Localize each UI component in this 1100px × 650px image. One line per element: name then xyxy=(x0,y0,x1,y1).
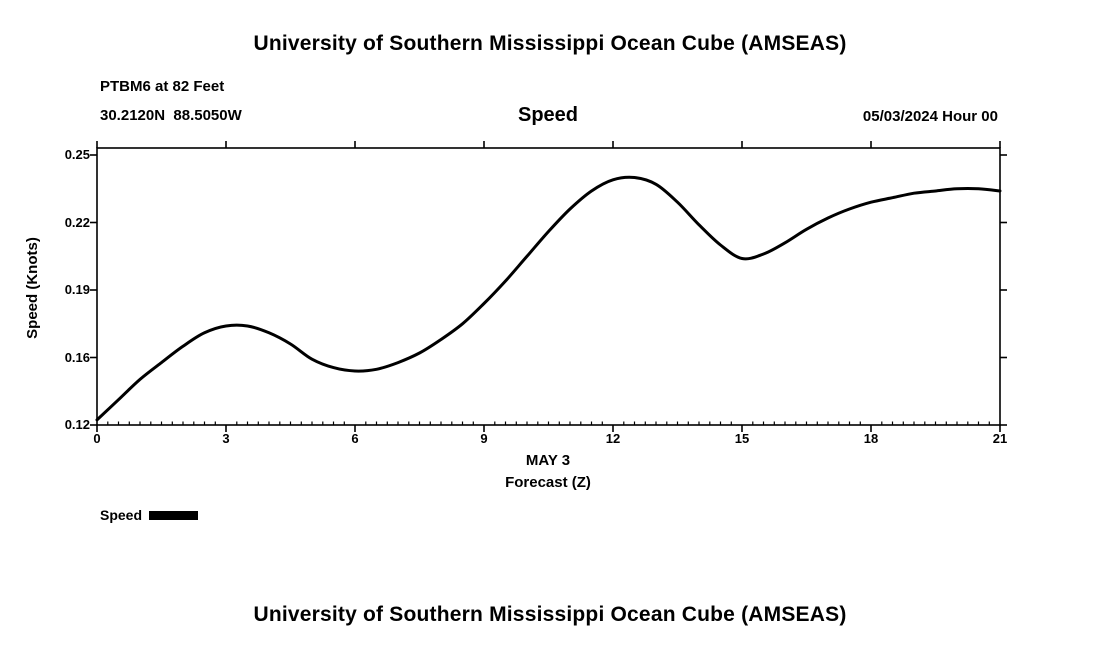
y-tick-label: 0.19 xyxy=(64,282,90,297)
y-tick-label: 0.22 xyxy=(64,214,90,230)
forecast-datetime: 05/03/2024 Hour 00 xyxy=(862,108,998,125)
x-axis-label: Forecast (Z) xyxy=(505,474,591,491)
station-label: PTBM6 at 82 Feet xyxy=(100,78,225,95)
legend-line-swatch xyxy=(149,510,199,520)
legend-label: Speed xyxy=(100,507,143,523)
x-axis-date-label: MAY 3 xyxy=(525,452,571,469)
x-tick-label: 12 xyxy=(605,431,621,446)
y-tick-label: 0.16 xyxy=(64,349,90,365)
page-title: University of Southern Mississippi Ocean… xyxy=(253,32,847,55)
plot-frame xyxy=(96,147,1001,426)
x-tick-label: 0 xyxy=(93,431,101,446)
x-tick-label: 3 xyxy=(222,431,230,446)
next-page-title: University of Southern Mississippi Ocean… xyxy=(253,603,847,626)
station-coordinates: 30.2120N 88.5050W xyxy=(100,107,242,124)
chart-title: Speed xyxy=(517,104,579,126)
x-tick-label: 6 xyxy=(351,431,359,446)
y-tick-label: 0.12 xyxy=(64,417,90,432)
major-tick-marks xyxy=(90,141,1007,432)
x-tick-label: 18 xyxy=(863,431,879,446)
y-tick-label: 0.25 xyxy=(64,147,90,162)
x-tick-label: 21 xyxy=(992,431,1008,446)
x-tick-label: 15 xyxy=(734,431,750,446)
x-tick-label: 9 xyxy=(480,431,488,446)
minor-tick-marks xyxy=(107,421,990,425)
speed-line xyxy=(95,175,1002,422)
legend: Speed xyxy=(100,507,199,523)
